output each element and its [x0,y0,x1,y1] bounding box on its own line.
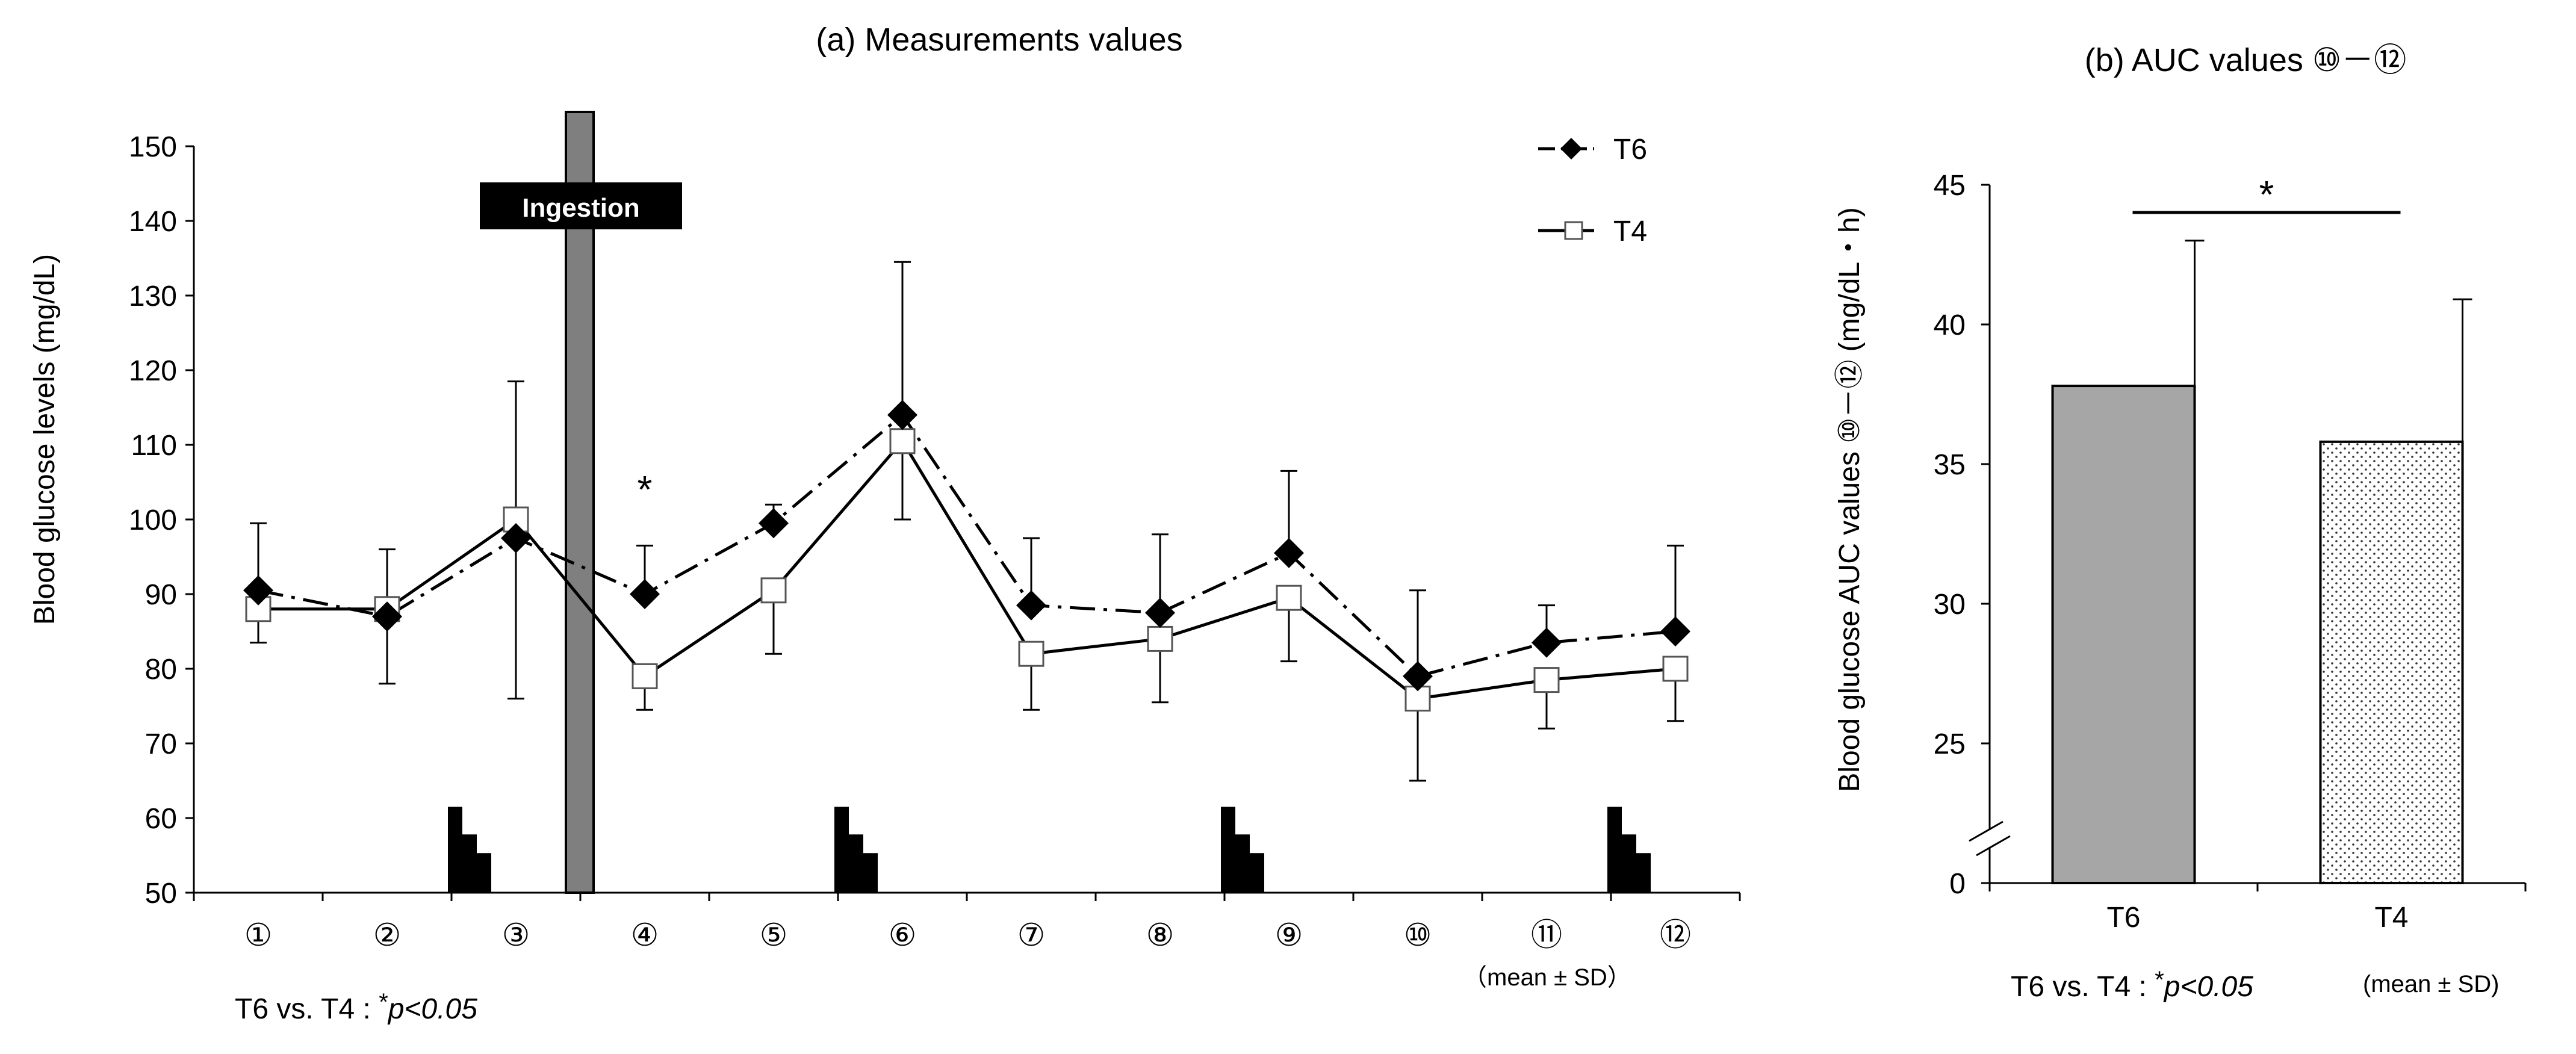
chart-b-y-tick-label: 30 [1934,589,1966,621]
chart-a-footnote-star: * [379,989,388,1015]
chart-a-y-tick-label: 120 [129,355,177,387]
t4-point [1662,656,1689,682]
chart-a-footnote-label: T6 vs. T4 : [235,993,379,1025]
t6-point [1016,590,1046,621]
chart-b-y-tick-label: 35 [1934,449,1966,481]
chart-b-footnote-label: T6 vs. T4 : [2011,971,2155,1003]
chart-b-y-tick-label: 0 [1949,868,1966,900]
chart-a-footnote-p: p<0.05 [387,993,477,1025]
axis-break-mark [1976,835,2011,857]
auc-bar [2051,385,2196,884]
chart-a-x-tick-label: ⑦ [1017,918,1046,953]
t6-point [630,579,660,609]
t4-point [632,663,658,689]
ingestion-label: Ingestion [522,193,640,223]
meal-marker-icon [834,807,878,893]
chart-a-y-tick-label: 140 [129,206,177,238]
meal-marker-icon [448,807,491,893]
t6-point [243,575,273,606]
chart-b-title: (b) AUC values ⑩－⑫ [2085,42,2407,78]
t6-point [759,508,789,539]
t6-point [1532,627,1562,658]
chart-a-title: (a) Measurements values [816,22,1182,58]
chart-a-x-tick-label: ③ [502,918,530,953]
legend-t4-label: T4 [1613,215,1647,247]
chart-a-x-tick-label: ⑨ [1275,918,1303,953]
chart-a-y-tick-label: 80 [145,654,177,686]
chart-a-x-tick-label: ④ [631,918,659,953]
chart-a-y-axis-label: Blood glucose levels (mg/dL) [29,254,61,625]
auc-bar [2319,440,2464,884]
chart-a-x-tick-label: ⑥ [889,918,917,953]
chart-a-y-tick-label: 50 [145,878,177,910]
chart-a-x-tick-label: ⑫ [1660,918,1691,953]
t4-series-line [258,438,1676,701]
chart-b-y-tick-label: 25 [1934,728,1966,760]
ingestion-label-box [480,182,682,229]
t4-point [760,577,787,604]
chart-a-x-tick-label: ⑩ [1404,918,1432,953]
chart-b-footnote: T6 vs. T4 : *p<0.05 [2011,967,2253,1003]
t6-point [887,400,917,430]
meal-marker-icon [1607,807,1651,893]
chart-a-y-tick-label: 90 [145,579,177,611]
chart-a-y-tick-label: 110 [131,430,177,462]
auc-significance-star: * [2259,173,2274,216]
chart-a-x-tick-label: ⑪ [1531,918,1562,953]
chart-a-y-tick-label: 100 [129,504,177,536]
chart-a-x-tick-label: ⑧ [1146,918,1175,953]
ingestion-bar [565,111,595,894]
t6-point [1145,598,1175,628]
t4-point [1533,667,1560,693]
t6-point [1274,538,1304,568]
axis-break-mark [1969,820,2003,842]
chart-a-footnote: T6 vs. T4 : *p<0.05 [235,989,477,1025]
chart-b-y-tick-label: 40 [1934,309,1966,341]
t6-series-line [258,412,1676,678]
t6-point [1660,616,1690,646]
axis-break-gap [1972,830,2008,847]
chart-b-x-tick-label: T4 [2374,902,2408,934]
chart-a-x-tick-label: ⑤ [760,918,788,953]
chart-a-x-tick-label: ① [244,918,273,953]
chart-a-significance-star: * [638,468,653,511]
chart-b-footnote-star: * [2155,967,2164,993]
t6-point [501,523,531,553]
chart-a-y-tick-label: 70 [145,728,177,760]
chart-b-y-axis-label: Blood glucose AUC values ⑩－⑫ (mg/dL・h) [1834,207,1866,792]
chart-a-measurements: (a) Measurements values Blood glucose le… [29,22,1741,1025]
t6-point [372,601,402,632]
meal-marker-icon [1221,807,1264,893]
t4-point [1018,640,1044,667]
t6-point [1403,661,1433,692]
legend-t6-label: T6 [1613,134,1647,166]
t4-point [1276,584,1302,611]
chart-a-y-tick-label: 60 [145,803,177,835]
chart-b-x-tick-label: T6 [2106,902,2140,934]
chart-a-mean-sd-note: （mean ± SD） [1463,964,1631,991]
chart-b-y-tick-label: 45 [1934,170,1966,202]
legend-t6-marker [1560,138,1582,160]
t4-point [889,428,916,454]
chart-b-auc: (b) AUC values ⑩－⑫ Blood glucose AUC val… [1834,42,2527,1003]
t4-point [1147,625,1173,652]
chart-a-y-tick-label: 150 [129,131,177,163]
chart-a-y-tick-label: 130 [129,281,177,312]
chart-a-x-tick-label: ② [373,918,402,953]
chart-b-mean-sd-note: (mean ± SD) [2363,971,2499,997]
chart-b-footnote-p: p<0.05 [2163,971,2253,1003]
legend-t4-marker [1564,221,1583,240]
